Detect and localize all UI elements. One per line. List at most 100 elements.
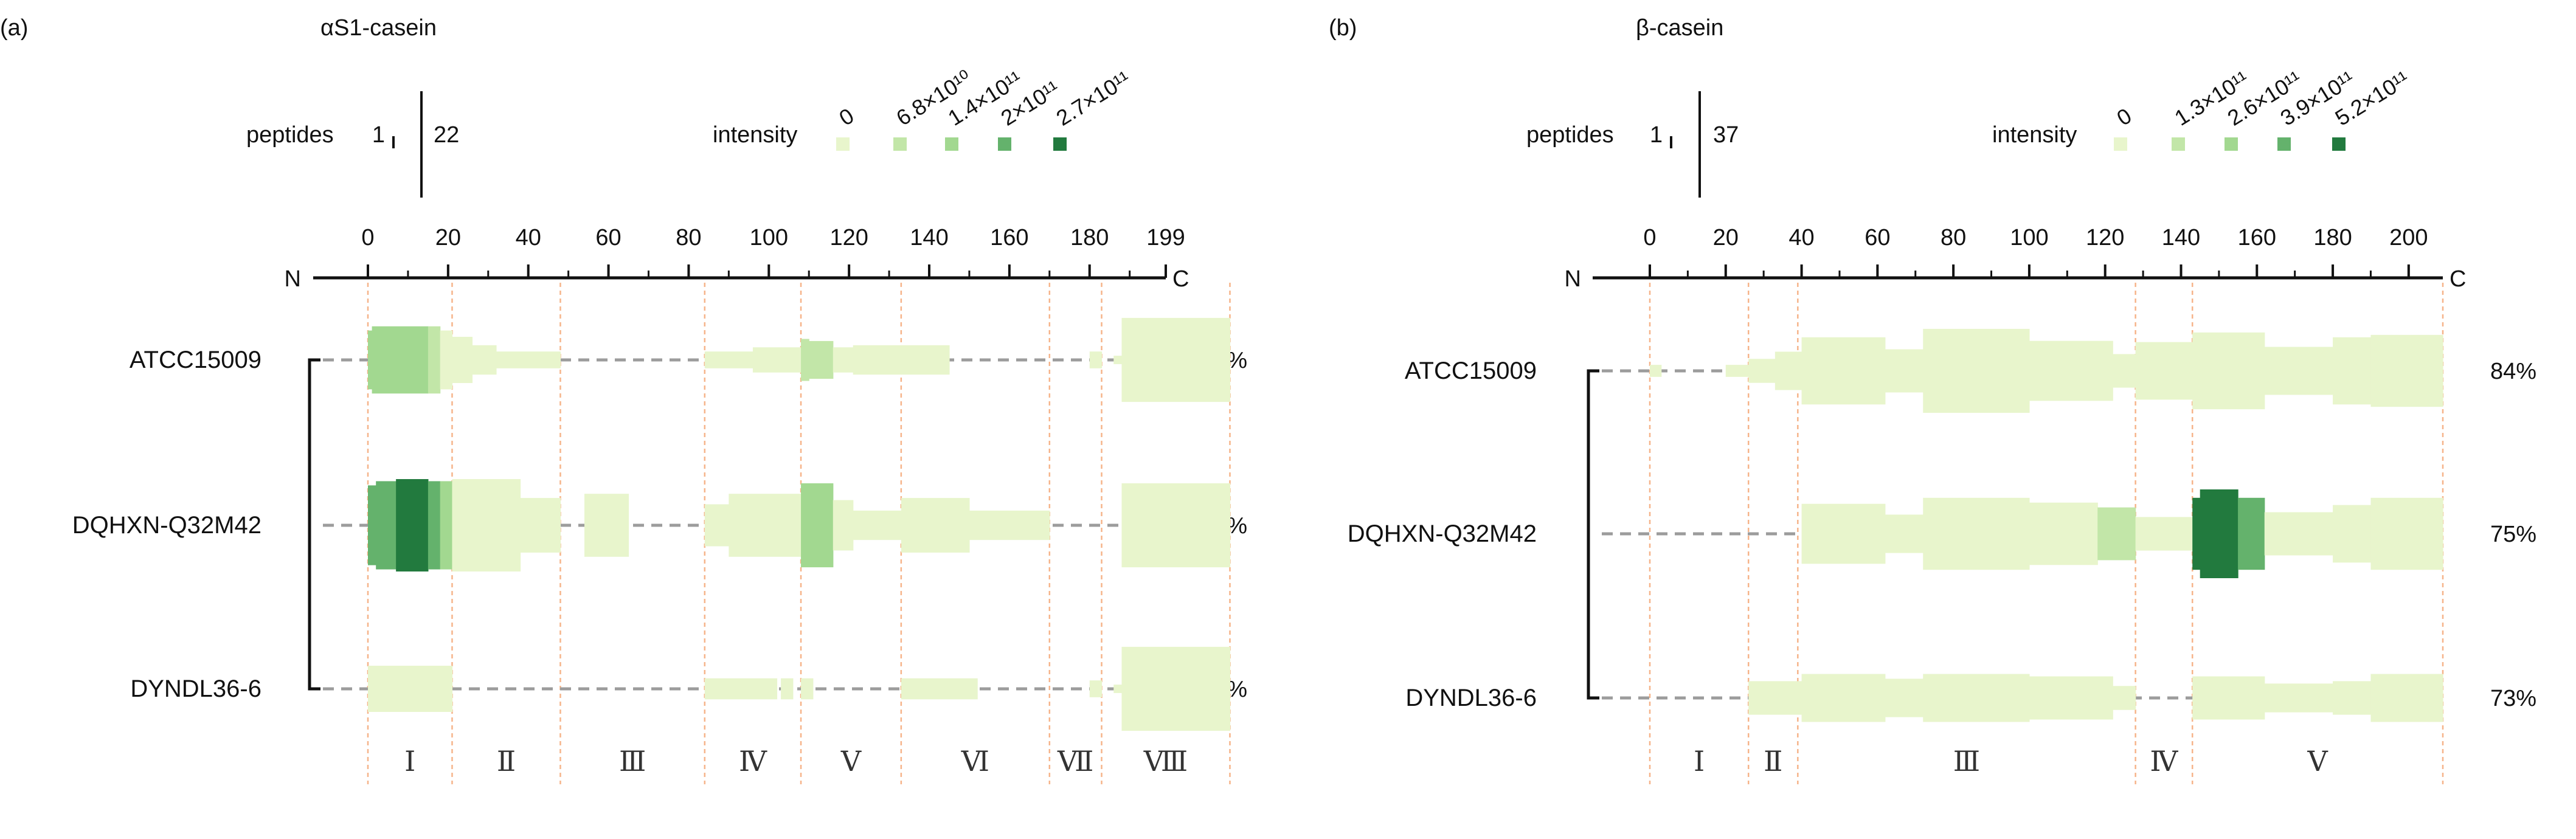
intensity-swatch <box>2172 137 2185 151</box>
peptide-segment <box>1801 337 1886 405</box>
axis-tick-label: 140 <box>2162 225 2200 250</box>
axis-tick-label: 160 <box>2238 225 2276 250</box>
peptide-segment <box>801 483 834 568</box>
axis-tick-label: 100 <box>750 225 788 250</box>
region-label: Ⅰ <box>1694 745 1705 778</box>
peptide-segment <box>1923 497 2030 570</box>
region-label: Ⅴ <box>2307 745 2328 778</box>
region-label: Ⅴ <box>840 745 862 778</box>
strain-row: DYNDL36-6 73% <box>1405 674 2536 722</box>
peptide-segment <box>376 481 396 570</box>
peptide-segment <box>1121 483 1231 568</box>
peptide-segment <box>440 481 453 570</box>
peptide-segment <box>440 330 453 390</box>
axis-tick-label: 40 <box>516 225 541 250</box>
region-label: Ⅳ <box>2150 745 2178 778</box>
peptides-label: peptides <box>1526 122 1614 148</box>
intensity-swatch <box>998 137 1011 151</box>
peptide-segment <box>1923 328 2030 413</box>
peptide-segment <box>2200 489 2238 578</box>
region-label: Ⅲ <box>619 745 646 778</box>
peptide-segment <box>704 504 729 547</box>
peptide-segment <box>704 351 753 368</box>
region-label: Ⅳ <box>739 745 767 778</box>
c-terminus-label: C <box>2450 266 2466 292</box>
intensity-swatch <box>2277 137 2291 151</box>
axis-tick-label: 100 <box>2010 225 2048 250</box>
peptides-max-label: 37 <box>1713 122 1739 148</box>
intensity-swatch <box>2225 137 2238 151</box>
peptide-segment <box>901 498 970 553</box>
peptide-segment <box>781 678 794 700</box>
peptide-segment <box>2097 507 2136 561</box>
strain-label: ATCC15009 <box>1405 357 1537 384</box>
peptide-segment <box>472 345 497 375</box>
axis-tick-label: 120 <box>2086 225 2124 250</box>
peptide-segment <box>2192 332 2265 410</box>
peptide-segment <box>396 479 429 571</box>
region-label: Ⅱ <box>497 745 516 778</box>
peptide-segment <box>2264 683 2333 713</box>
peptide-segment <box>2192 676 2265 720</box>
peptide-segment <box>1113 685 1123 693</box>
peptide-segment <box>2135 517 2193 551</box>
intensity-swatch <box>836 137 850 151</box>
axis-tick-label: 60 <box>1864 225 1890 250</box>
axis-tick-label: 80 <box>1941 225 1966 250</box>
intensity-swatch <box>1053 137 1067 151</box>
peptides-label: peptides <box>246 122 334 148</box>
intensity-tick-label: 2.7×10¹¹ <box>1052 66 1135 130</box>
coverage-label: 84% <box>2490 359 2536 384</box>
axis-tick-label: 160 <box>990 225 1028 250</box>
peptide-segment <box>2029 502 2098 565</box>
strain-bracket <box>308 358 320 691</box>
axis-tick-label: 180 <box>1070 225 1109 250</box>
peptide-segment <box>1774 351 1802 390</box>
peptide-segment <box>428 481 441 570</box>
intensity-tick-label: 0 <box>2113 103 2136 130</box>
peptide-segment <box>2113 354 2136 388</box>
strain-row: ATCC15009 84% <box>1405 328 2536 413</box>
axis-tick-label: 200 <box>2389 225 2428 250</box>
axis-tick-label: 0 <box>361 225 374 250</box>
axis-tick-label: 180 <box>2313 225 2352 250</box>
peptide-segment <box>969 510 1050 540</box>
peptide-segment <box>1089 680 1103 697</box>
region-label: Ⅵ <box>961 745 989 778</box>
peptide-segment <box>1748 681 1802 715</box>
strain-row: DQHXN-Q32M4273% <box>72 479 1247 571</box>
peptide-segment <box>368 485 376 565</box>
peptide-segment <box>853 345 902 375</box>
intensity-swatch <box>893 137 907 151</box>
peptide-segment <box>1885 349 1923 393</box>
peptide-segment <box>801 339 809 381</box>
axis-tick-label: 140 <box>910 225 948 250</box>
axis-tick-label: 20 <box>1713 225 1739 250</box>
peptide-segment <box>2264 512 2333 556</box>
peptide-segment <box>520 498 561 553</box>
peptide-segment <box>853 510 902 540</box>
intensity-swatch <box>2332 137 2346 151</box>
strain-label: ATCC15009 <box>130 347 261 373</box>
peptide-segment <box>833 347 854 373</box>
peptide-segment <box>452 337 473 383</box>
panel-title: β-casein <box>1636 15 1723 41</box>
peptide-segment <box>2029 340 2113 401</box>
region-label: Ⅷ <box>1143 745 1188 778</box>
region-label: Ⅲ <box>1953 745 1980 778</box>
peptides-max-label: 22 <box>434 122 459 148</box>
strain-row: DQHXN-Q32M42 75% <box>1348 489 2536 578</box>
peptide-segment <box>2370 497 2443 570</box>
peptide-segment <box>584 494 629 557</box>
peptides-min-label: 1 <box>372 122 385 148</box>
peptide-segment <box>1725 365 1749 377</box>
axis-tick-label: 199 <box>1146 225 1185 250</box>
peptides-min-label: 1 <box>1650 122 1663 148</box>
peptide-segment <box>2333 505 2372 563</box>
c-terminus-label: C <box>1172 266 1189 292</box>
peptide-segment <box>2370 674 2443 722</box>
peptide-segment <box>833 500 854 551</box>
axis-tick-label: 60 <box>595 225 621 250</box>
peptide-segment <box>2135 342 2193 400</box>
